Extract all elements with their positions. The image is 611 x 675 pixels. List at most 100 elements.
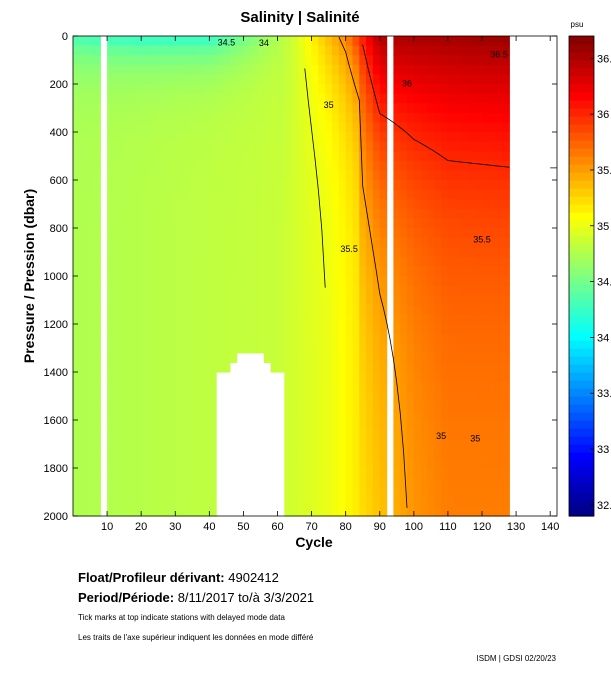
heatmap-cell [113,189,122,200]
heatmap-cell [257,74,265,85]
heatmap-cell [154,496,163,507]
heatmap-cell [223,218,231,229]
heatmap-cell [495,170,503,181]
heatmap-cell [209,151,217,162]
heatmap-cell [468,381,476,392]
heatmap-cell [441,352,449,363]
heatmap-cell [154,343,163,354]
heatmap-cell [434,429,442,440]
heatmap-cell [188,74,197,85]
y-tick-label: 2000 [44,511,68,523]
heatmap-cell [468,160,476,171]
heatmap-cell [413,189,422,200]
heatmap-cell [161,420,169,431]
heatmap-cell [393,496,401,507]
heatmap-cell [257,266,265,277]
heatmap-cell [168,266,176,277]
heatmap-cell [243,189,251,200]
heatmap-cell [475,324,483,335]
heatmap-cell [291,295,299,306]
heatmap-cell [495,496,503,507]
heatmap-cell [427,429,435,440]
heatmap-cell [468,362,476,373]
heatmap-cell [434,420,442,431]
heatmap-cell [79,420,88,431]
heatmap-cell [488,55,497,66]
heatmap-cell [325,391,333,402]
colorbar-swatch [569,84,594,93]
heatmap-cell [127,314,135,325]
heatmap-cell [304,208,313,219]
heatmap-cell [270,189,279,200]
heatmap-cell [488,189,497,200]
heatmap-cell [134,506,142,517]
heatmap-cell [393,477,401,488]
heatmap-cell [154,266,163,277]
x-tick-label: 140 [541,521,559,533]
heatmap-cell [73,468,81,479]
heatmap-cell [127,295,135,306]
heatmap-cell [93,487,101,498]
heatmap-cell [270,333,279,344]
heatmap-cell [243,112,251,123]
heatmap-cell [263,160,272,171]
heatmap-cell [291,477,299,488]
heatmap-cell [209,36,217,47]
contour-label: 35 [324,100,334,110]
heatmap-cell [154,256,163,267]
heatmap-cell [379,74,388,85]
heatmap-cell [434,55,442,66]
heatmap-cell [454,218,463,229]
heatmap-cell [168,132,176,143]
heatmap-cell [454,74,463,85]
heatmap-cell [182,122,190,133]
heatmap-cell [127,218,135,229]
heatmap-cell [113,160,122,171]
heatmap-cell [468,84,476,95]
heatmap-cell [379,391,388,402]
heatmap-cell [127,55,135,66]
heatmap-cell [298,160,306,171]
heatmap-cell [325,410,333,421]
heatmap-cell [318,362,326,373]
heatmap-cell [291,237,299,248]
heatmap-cell [127,324,135,335]
heatmap-cell [127,228,135,239]
heatmap-cell [420,228,429,239]
heatmap-cell [413,160,422,171]
heatmap-cell [488,266,497,277]
heatmap-cell [154,64,163,75]
heatmap-cell [359,122,367,133]
heatmap-cell [127,468,135,479]
heatmap-cell [352,266,360,277]
heatmap-cell [427,439,435,450]
colorbar-swatch [569,60,594,69]
heatmap-cell [359,276,367,287]
x-tick-label: 30 [169,521,181,533]
heatmap-cell [73,74,81,85]
heatmap-cell [318,506,326,517]
heatmap-cell [427,103,435,114]
heatmap-cell [195,208,204,219]
heatmap-cell [366,506,374,517]
heatmap-cell [332,276,340,287]
heatmap-cell [488,64,497,75]
heatmap-cell [291,506,299,517]
heatmap-cell [502,266,510,277]
heatmap-cell [495,247,503,258]
heatmap-cell [495,266,503,277]
contour-label: 36.5 [490,50,508,60]
heatmap-cell [120,400,129,411]
heatmap-cell [113,122,122,133]
heatmap-cell [148,64,156,75]
heatmap-cell [148,218,156,229]
heatmap-cell [120,381,129,392]
heatmap-cell [209,314,217,325]
heatmap-cell [488,132,497,143]
heatmap-cell [284,458,292,469]
heatmap-cell [154,458,163,469]
heatmap-cell [73,93,81,104]
heatmap-cell [352,45,360,56]
heatmap-cell [182,468,190,479]
heatmap-cell [161,64,169,75]
